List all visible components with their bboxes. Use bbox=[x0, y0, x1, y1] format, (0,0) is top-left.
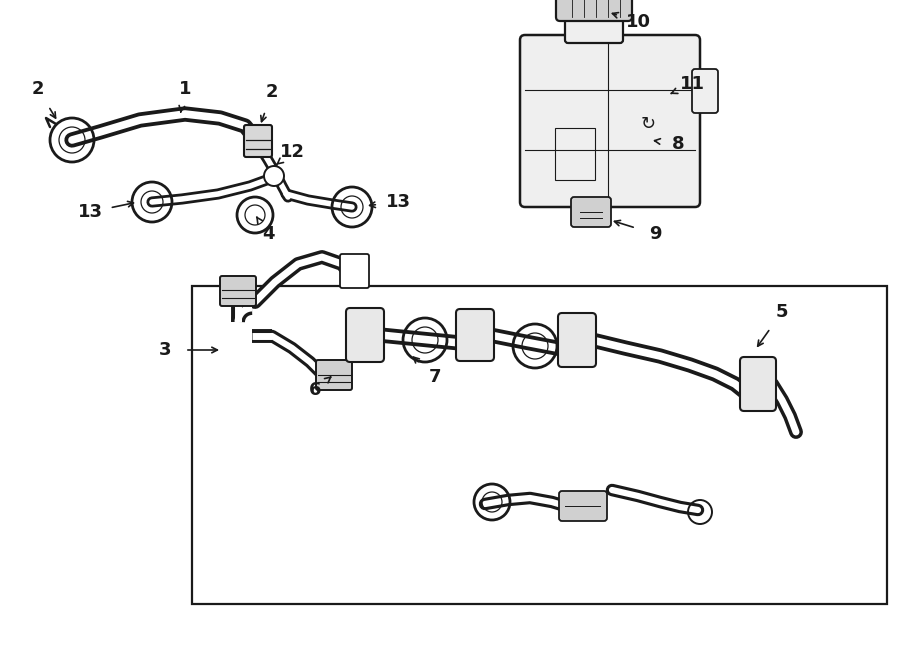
Text: 2: 2 bbox=[32, 80, 44, 98]
FancyBboxPatch shape bbox=[559, 491, 607, 521]
Text: 6: 6 bbox=[309, 381, 321, 399]
FancyBboxPatch shape bbox=[346, 308, 384, 362]
FancyBboxPatch shape bbox=[316, 360, 352, 390]
FancyBboxPatch shape bbox=[456, 309, 494, 361]
Text: 7: 7 bbox=[428, 368, 441, 386]
Text: 5: 5 bbox=[776, 303, 788, 321]
Text: 13: 13 bbox=[385, 193, 410, 211]
FancyBboxPatch shape bbox=[558, 313, 596, 367]
FancyBboxPatch shape bbox=[244, 125, 272, 157]
Text: ↻: ↻ bbox=[641, 115, 655, 133]
FancyBboxPatch shape bbox=[520, 35, 700, 207]
Text: 1: 1 bbox=[179, 80, 191, 98]
FancyBboxPatch shape bbox=[740, 357, 776, 411]
FancyBboxPatch shape bbox=[556, 0, 632, 21]
FancyBboxPatch shape bbox=[565, 13, 623, 43]
Text: 10: 10 bbox=[626, 13, 651, 31]
FancyBboxPatch shape bbox=[571, 197, 611, 227]
Bar bbox=[555, 128, 595, 180]
FancyBboxPatch shape bbox=[220, 276, 256, 306]
Text: 3: 3 bbox=[158, 341, 171, 359]
Bar bbox=[192, 286, 887, 604]
Text: 9: 9 bbox=[649, 225, 662, 243]
Text: 4: 4 bbox=[262, 225, 274, 243]
Text: 13: 13 bbox=[77, 203, 103, 221]
FancyBboxPatch shape bbox=[692, 69, 718, 113]
Circle shape bbox=[264, 166, 284, 186]
FancyBboxPatch shape bbox=[340, 254, 369, 288]
Text: 11: 11 bbox=[680, 75, 705, 93]
Text: 2: 2 bbox=[266, 83, 278, 101]
Text: 12: 12 bbox=[280, 143, 304, 161]
Text: 8: 8 bbox=[671, 135, 684, 153]
